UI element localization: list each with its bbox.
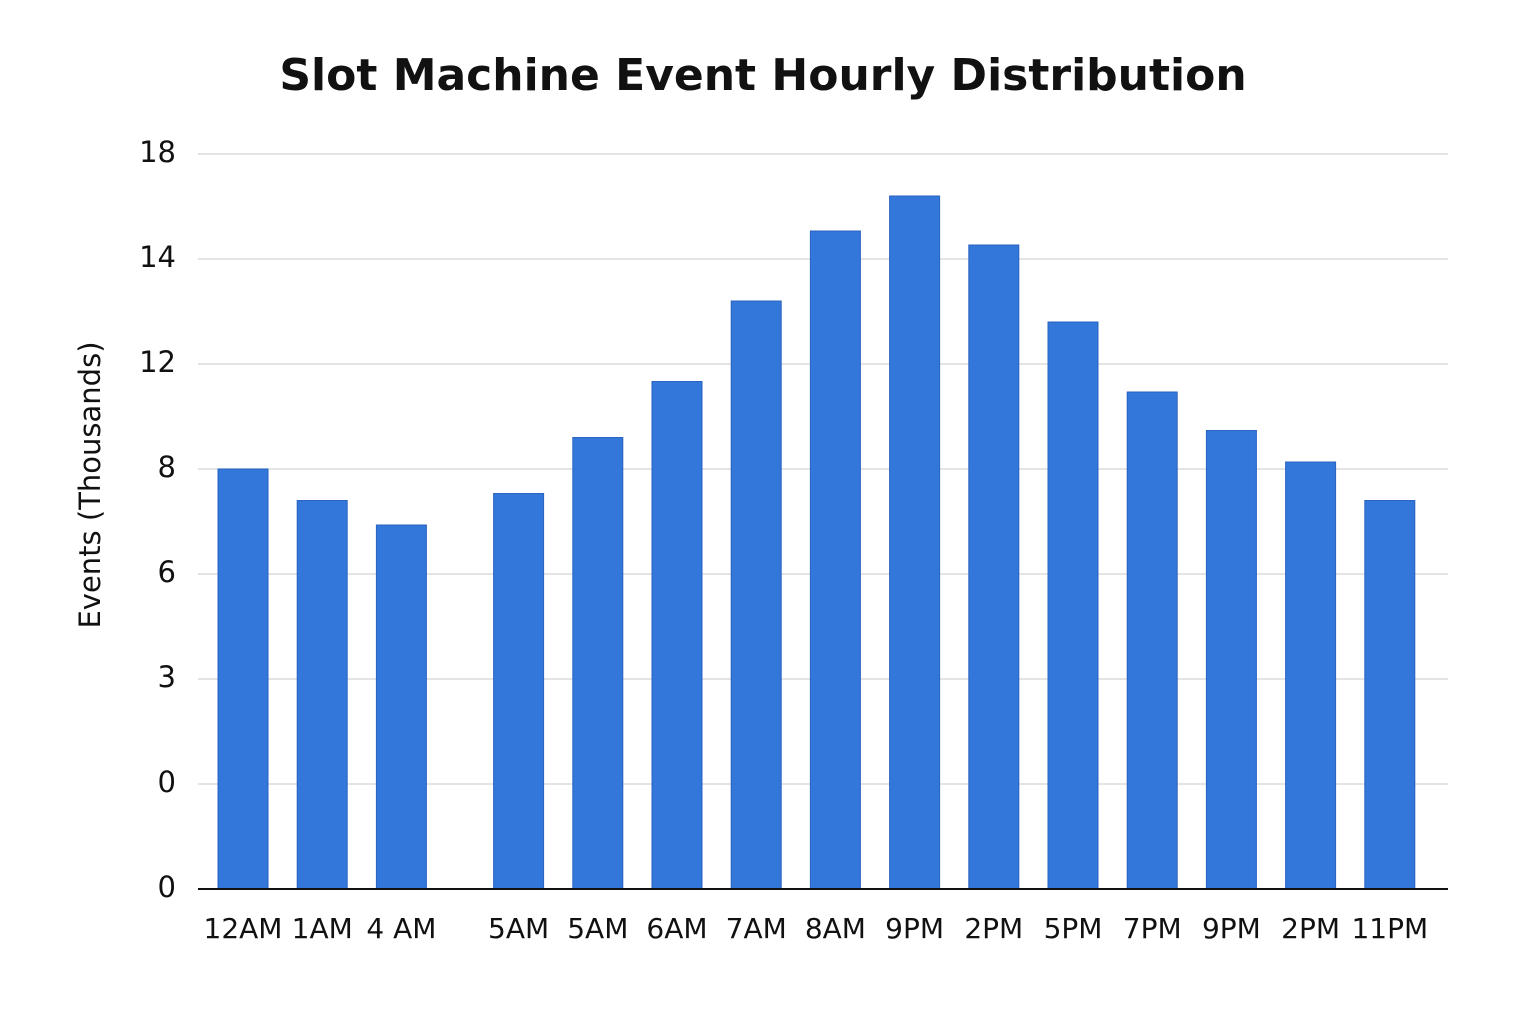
bar	[572, 437, 624, 890]
x-tick-label: 2PM	[1281, 912, 1340, 945]
x-tick-label: 11PM	[1351, 912, 1428, 945]
y-axis-label: Events (Thousands)	[73, 341, 107, 628]
chart-title: Slot Machine Event Hourly Distribution	[279, 50, 1246, 101]
bar	[375, 524, 427, 890]
y-tick-label: 12	[139, 345, 176, 379]
bar	[889, 195, 941, 890]
x-tick-label: 5AM	[488, 912, 549, 945]
bar	[1205, 430, 1257, 890]
x-tick-label: 2PM	[964, 912, 1023, 945]
x-tick-label: 7AM	[726, 912, 787, 945]
x-tick-label: 4 AM	[366, 912, 436, 945]
bar	[296, 500, 348, 890]
x-tick-label: 8AM	[805, 912, 866, 945]
y-tick-label: 18	[139, 135, 176, 169]
x-tick-label: 5PM	[1044, 912, 1103, 945]
x-tick-label: 9PM	[885, 912, 944, 945]
y-tick-label: 3	[158, 660, 176, 694]
x-tick-label: 5AM	[567, 912, 628, 945]
x-tick-label: 7PM	[1123, 912, 1182, 945]
bar	[1285, 461, 1337, 890]
bar	[730, 300, 782, 890]
y-tick-label: 0	[158, 870, 176, 904]
x-tick-label: 9PM	[1202, 912, 1261, 945]
x-tick-label: 6AM	[646, 912, 707, 945]
x-tick-label: 12AM	[204, 912, 283, 945]
bar	[968, 244, 1020, 890]
bar	[651, 381, 703, 890]
bar	[1047, 321, 1099, 890]
y-tick-label: 8	[158, 450, 176, 484]
y-tick-label: 14	[139, 240, 176, 274]
bar	[1364, 500, 1416, 890]
bar	[493, 493, 545, 890]
bar	[217, 468, 269, 890]
y-tick-label: 6	[158, 555, 176, 589]
bar	[1126, 391, 1178, 890]
bar	[809, 230, 861, 890]
x-tick-label: 1AM	[292, 912, 353, 945]
y-tick-label: 0	[158, 765, 176, 799]
